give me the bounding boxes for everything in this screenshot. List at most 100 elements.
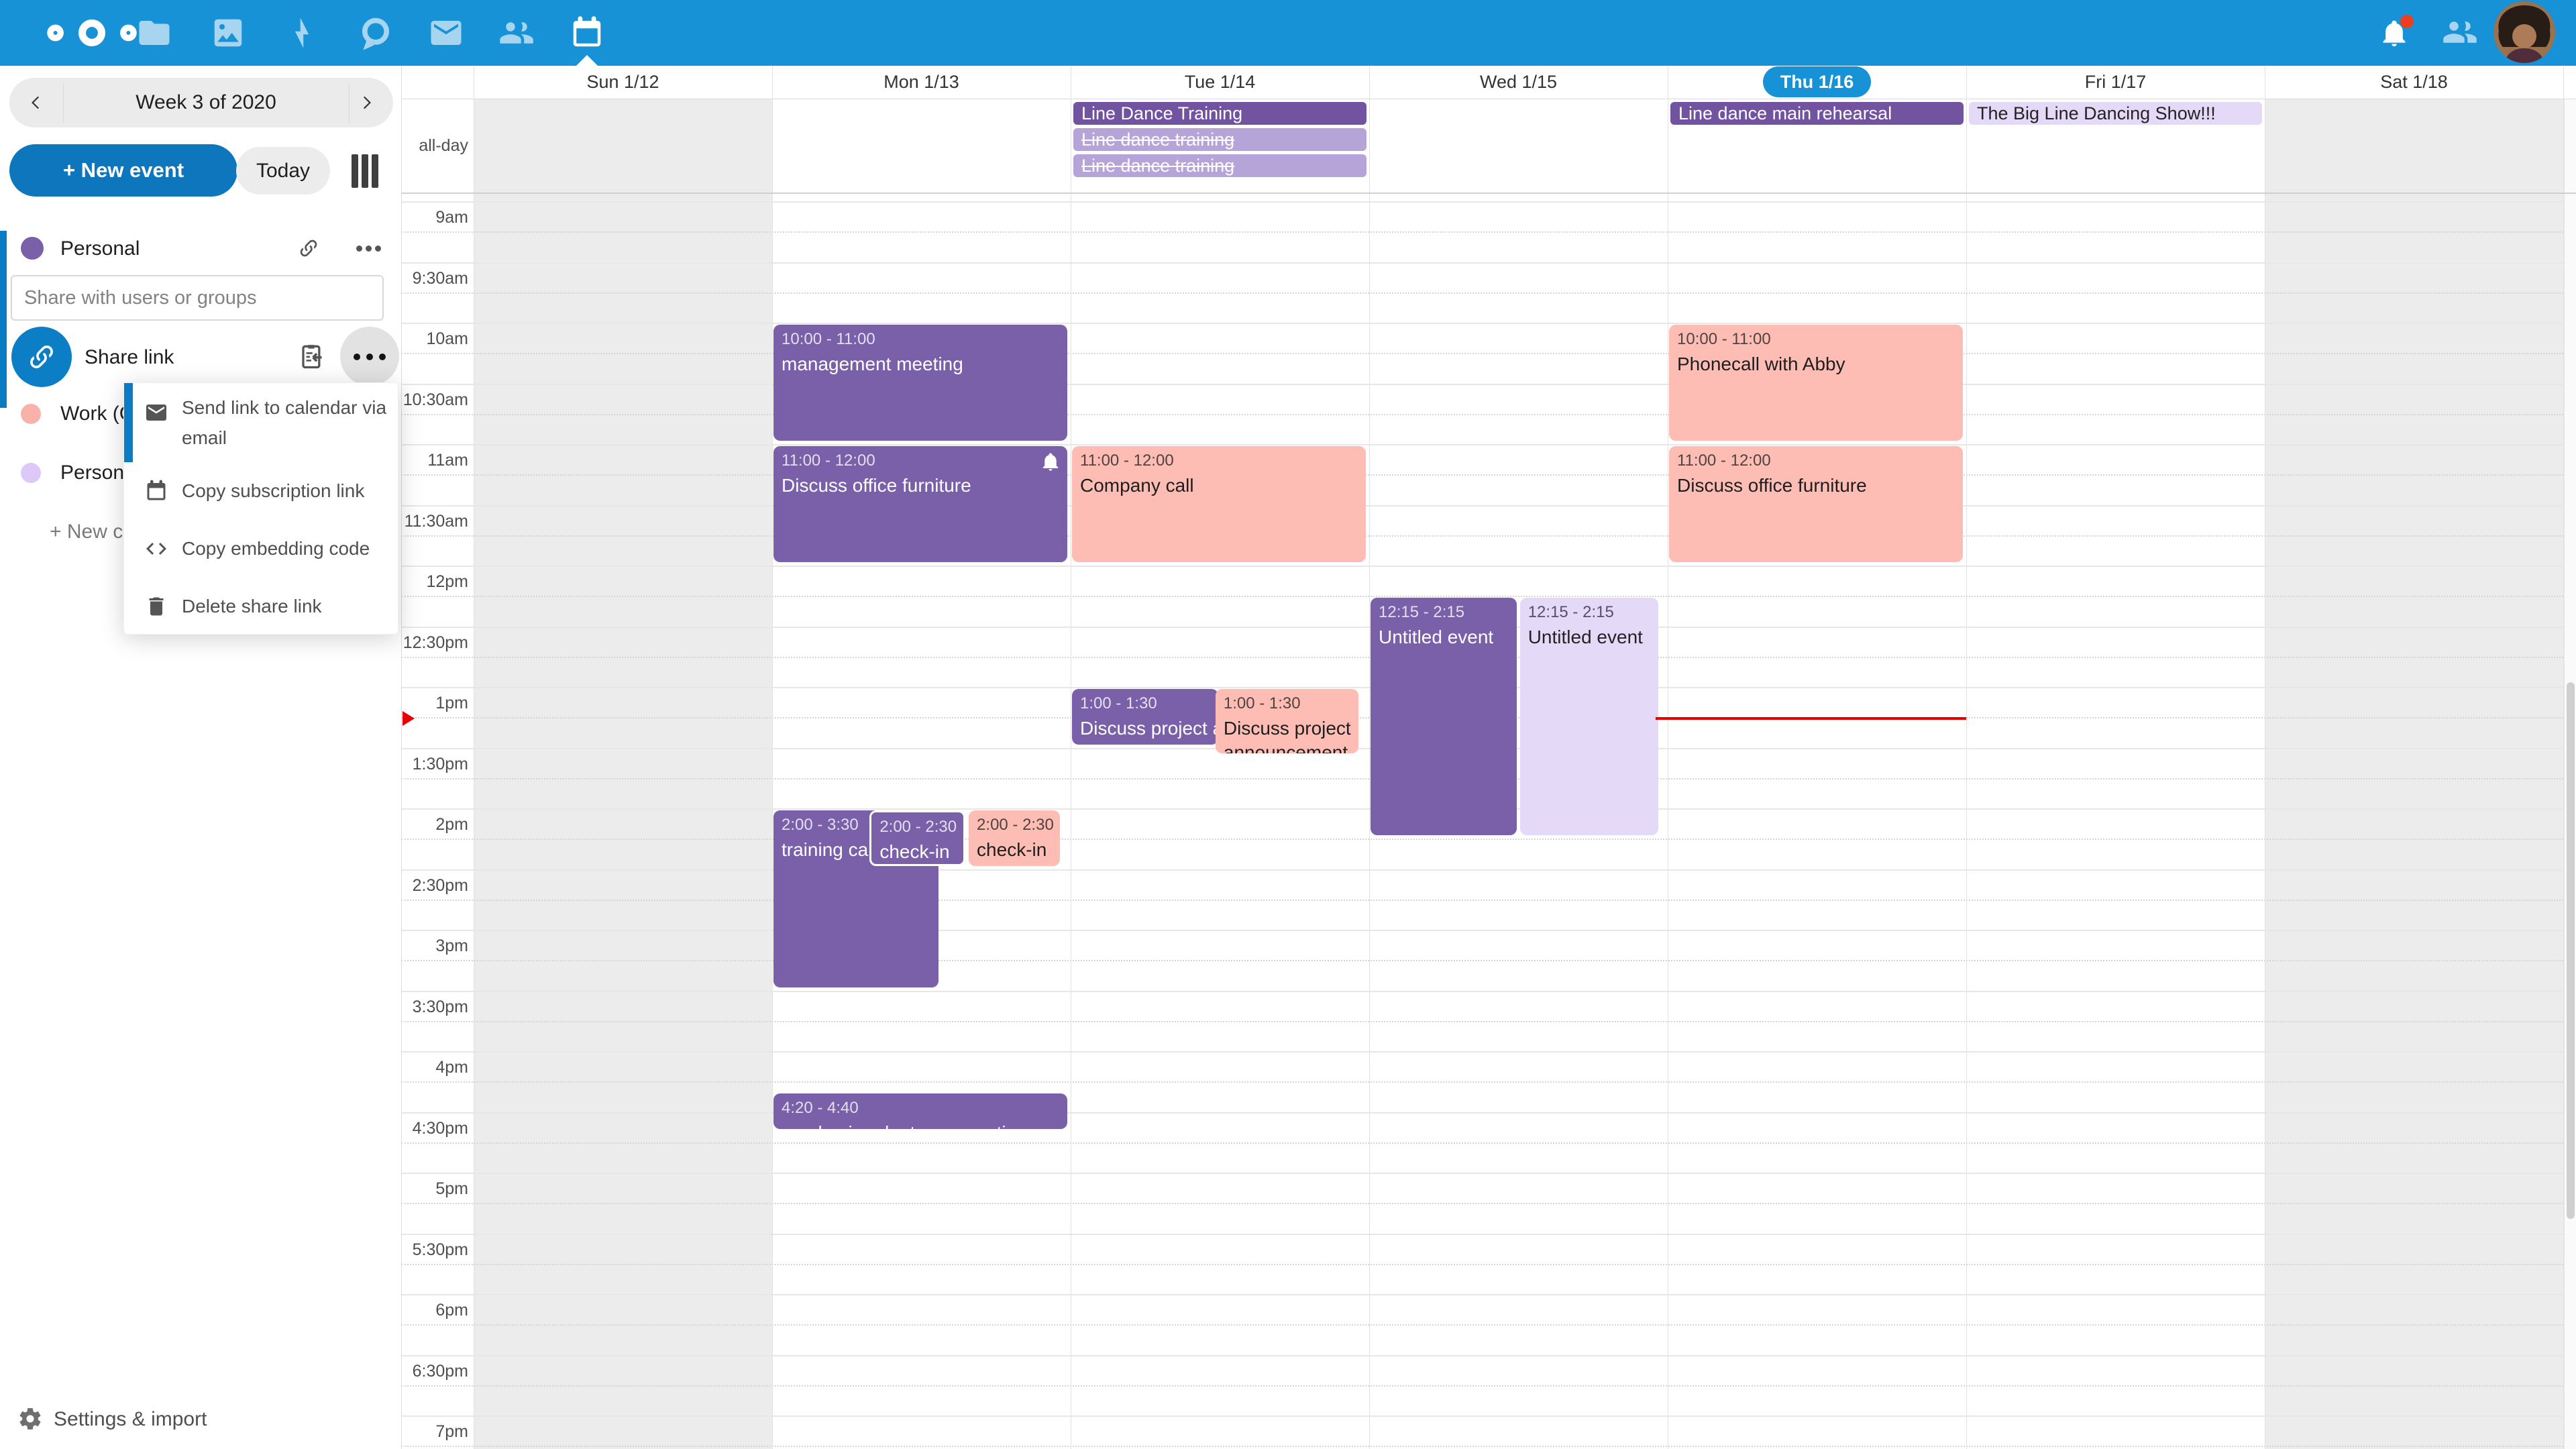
calendar-app-icon[interactable]	[569, 15, 605, 51]
calendar-event[interactable]: 4:20 - 4:40 purchasing dept conversation	[773, 1093, 1067, 1129]
all-day-event[interactable]: Line dance training	[1073, 128, 1366, 151]
copy-link-icon[interactable]	[296, 341, 325, 371]
grid-line	[401, 960, 2563, 962]
day-header[interactable]: Mon 1/13	[883, 72, 959, 92]
grid-line	[401, 383, 2563, 385]
share-with-users-input[interactable]	[11, 275, 384, 321]
grid-line	[401, 1415, 2563, 1417]
event-time: 12:15 - 2:15	[1527, 603, 1614, 622]
column-border	[2563, 66, 2564, 1449]
menu-item-label: Copy subscription link	[182, 480, 365, 501]
previous-week-button[interactable]	[9, 78, 63, 127]
day-header[interactable]: Wed 1/15	[1479, 72, 1558, 92]
column-border	[1966, 66, 1967, 1449]
nextcloud-logo-icon[interactable]	[35, 17, 149, 48]
all-day-event[interactable]: Line dance main rehearsal	[1670, 102, 1964, 125]
share-link-icon[interactable]	[298, 237, 319, 259]
calendar-event[interactable]: 2:00 - 2:30 check-in	[869, 810, 965, 866]
today-header-pill[interactable]: Thu 1/16	[1762, 66, 1872, 97]
calendar-event[interactable]: 1:00 - 1:30 Discuss project announcement	[1215, 689, 1358, 753]
contacts-menu-icon[interactable]	[2442, 14, 2478, 50]
menu-item-delete-share-link[interactable]: Delete share link	[124, 578, 399, 635]
event-title: Untitled event	[1527, 627, 1643, 648]
contacts-app-icon[interactable]	[498, 15, 535, 51]
menu-item-copy-subscription-link[interactable]: Copy subscription link	[124, 462, 399, 520]
all-day-event[interactable]: The Big Line Dancing Show!!!	[1969, 102, 2262, 125]
event-time: 11:00 - 12:00	[1080, 451, 1174, 470]
new-event-button[interactable]: + New event	[9, 144, 237, 197]
menu-item-copy-embedding-code[interactable]: Copy embedding code	[124, 520, 399, 578]
week-label[interactable]: Week 3 of 2020	[136, 91, 276, 113]
grid-line	[401, 1142, 2563, 1144]
grid-line	[401, 444, 2563, 445]
day-header[interactable]: Sun 1/12	[586, 72, 659, 92]
all-day-event[interactable]: Line Dance Training	[1073, 102, 1366, 125]
time-label: 2pm	[435, 815, 468, 834]
calendar-event[interactable]: 12:15 - 2:15 Untitled event	[1519, 598, 1659, 836]
today-button[interactable]: Today	[236, 147, 330, 195]
files-app-icon[interactable]	[136, 15, 172, 51]
grid-line	[401, 413, 2563, 415]
column-border	[772, 66, 773, 1449]
grid-line	[401, 262, 2563, 264]
talk-app-icon[interactable]	[358, 15, 394, 51]
trash-icon	[149, 597, 164, 616]
new-calendar-button[interactable]: + New c	[50, 521, 123, 543]
day-header[interactable]: Fri 1/17	[2084, 72, 2147, 92]
day-header[interactable]: Thu 1/16	[1668, 66, 1966, 99]
event-time: 10:00 - 11:00	[782, 330, 875, 348]
calendar-event[interactable]: 12:15 - 2:15 Untitled event	[1371, 598, 1517, 836]
photos-app-icon[interactable]	[210, 15, 246, 51]
active-item-indicator	[124, 383, 133, 462]
grid-line	[401, 1354, 2563, 1356]
share-link-label: Share link	[85, 346, 174, 368]
event-title: check-in	[977, 839, 1047, 860]
settings-import-button[interactable]: Settings & import	[0, 1405, 401, 1434]
scrollbar-thumb[interactable]	[2567, 682, 2575, 1219]
time-label: 12:30pm	[402, 633, 468, 652]
grid-line	[401, 1263, 2563, 1265]
topbar	[0, 0, 2576, 66]
next-week-button[interactable]	[339, 78, 393, 127]
day-header[interactable]: Sat 1/18	[2380, 72, 2448, 92]
grid-line	[401, 596, 2563, 598]
event-title: Discuss project announcement	[1080, 718, 1218, 739]
day-header[interactable]: Tue 1/14	[1184, 72, 1256, 92]
calendar-event[interactable]: 11:00 - 12:00 Discuss office furniture	[1669, 446, 1963, 562]
event-title: Discuss project announcement	[1223, 718, 1351, 753]
time-label: 3pm	[435, 936, 468, 955]
activity-app-icon[interactable]	[284, 15, 320, 51]
column-border	[1369, 66, 1370, 1449]
event-title: Company call	[1080, 475, 1194, 496]
calendar-event[interactable]: 1:00 - 1:30 Discuss project announcement	[1072, 689, 1218, 745]
grid-line	[401, 869, 2563, 871]
calendar-event[interactable]: 2:00 - 2:30 check-in	[969, 810, 1060, 866]
event-time: 2:00 - 3:30	[782, 816, 859, 834]
event-time: 4:20 - 4:40	[782, 1099, 859, 1118]
grid-line	[401, 899, 2563, 901]
calendar-event[interactable]: 10:00 - 11:00 management meeting	[773, 325, 1067, 441]
calendar-event[interactable]: 11:00 - 12:00 Discuss office furniture	[773, 446, 1067, 562]
view-switcher-icon[interactable]	[352, 154, 381, 188]
calendar-week-view: Sun 1/12 Mon 1/13 Tue 1/14 Wed 1/15 Thu 1/16…	[401, 66, 2576, 1449]
grid-line	[401, 1294, 2563, 1295]
time-label: 6:30pm	[412, 1361, 468, 1381]
grid-line	[401, 535, 2563, 537]
code-icon	[146, 543, 166, 555]
menu-item-label: Copy embedding code	[182, 538, 370, 559]
grid-line	[401, 1112, 2563, 1114]
event-time: 1:00 - 1:30	[1223, 694, 1301, 712]
event-title: Untitled event	[1379, 627, 1494, 648]
all-day-event[interactable]: Line dance training	[1073, 154, 1366, 177]
reminder-bell-icon	[1040, 451, 1061, 472]
vertical-scrollbar[interactable]	[2564, 99, 2576, 1449]
menu-item-send-link-email[interactable]: Send link to calendar via email	[124, 383, 399, 462]
calendar-event[interactable]: 10:00 - 11:00 Phonecall with Abby	[1669, 325, 1963, 441]
mail-app-icon[interactable]	[428, 15, 464, 51]
time-label: 6pm	[435, 1301, 468, 1320]
calendar-event[interactable]: 11:00 - 12:00 Company call	[1072, 446, 1366, 562]
user-avatar[interactable]	[2493, 1, 2555, 63]
time-label: 5:30pm	[412, 1240, 468, 1259]
notifications-bell-icon[interactable]	[2379, 18, 2416, 54]
allday-row-label: all-day	[419, 136, 468, 155]
